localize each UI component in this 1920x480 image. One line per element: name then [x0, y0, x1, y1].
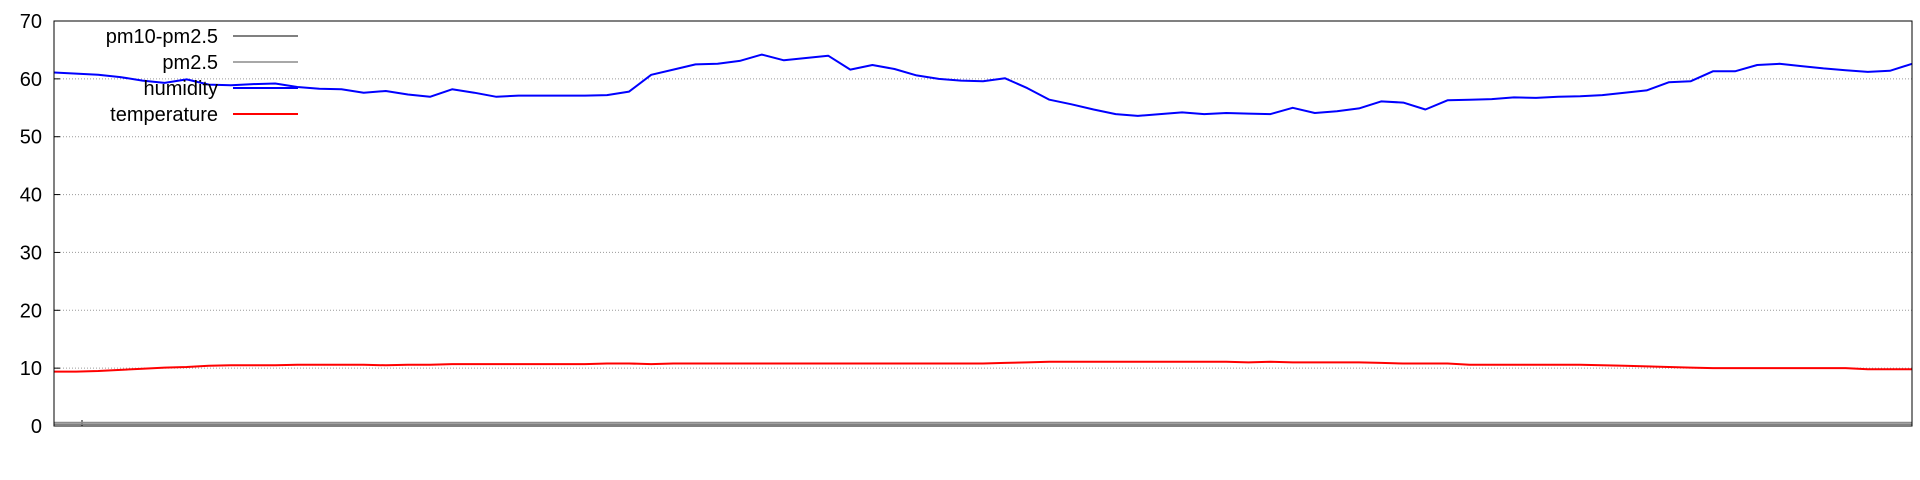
y-tick-label: 10 — [20, 358, 42, 380]
gridlines — [54, 78, 1912, 369]
y-tick-label: 50 — [20, 127, 42, 149]
series-line-humidity — [53, 53, 1913, 117]
legend-label: humidity — [144, 78, 218, 100]
legend-label: temperature — [110, 104, 218, 126]
y-tick-label: 30 — [20, 242, 42, 264]
y-tick-label: 60 — [20, 69, 42, 91]
plot-frame — [53, 20, 1913, 427]
legend: pm10-pm2.5 pm2.5 humidity temperature — [106, 26, 298, 126]
y-tick-label: 40 — [20, 185, 42, 207]
series-lines — [53, 53, 1913, 426]
y-axis-ticks: 0 10 20 30 40 50 60 70 — [20, 11, 83, 438]
series-line-temperature — [54, 360, 1912, 373]
y-tick-label: 70 — [20, 11, 42, 33]
legend-label: pm2.5 — [162, 52, 218, 74]
legend-label: pm10-pm2.5 — [106, 26, 218, 48]
y-tick-label: 0 — [31, 416, 42, 438]
y-tick-label: 20 — [20, 300, 42, 322]
